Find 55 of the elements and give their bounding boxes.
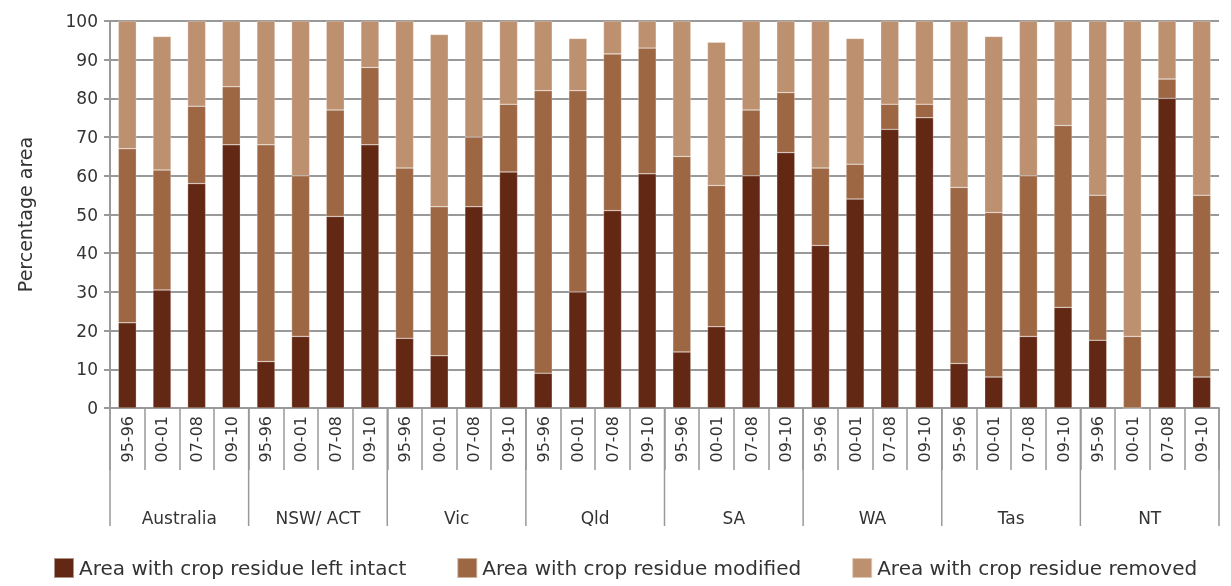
y-tick-label: 30 [76,281,98,302]
y-tick-label: 0 [87,398,98,418]
legend-label: Area with crop residue removed [877,556,1198,580]
x-tick-label: 07-08 [880,416,900,463]
x-tick-label: 07-08 [1157,416,1177,463]
y-tick-label: 80 [76,88,98,109]
x-tick-label: 09-10 [221,416,241,463]
text: WA [858,508,887,528]
x-tick-label: 00-01 [152,416,172,463]
text: Tas [996,508,1025,528]
y-tick-label: 20 [76,320,98,341]
x-tick-label: 00-01 [1122,416,1142,463]
x-tick-label: 95-96 [1088,416,1108,463]
x-tick-label: 09-10 [914,416,934,463]
y-tick-label: 10 [76,359,98,380]
x-tick-label: 00-01 [291,416,311,463]
x-tick-label: 00-01 [429,416,449,463]
text: NSW/ ACT [275,508,362,528]
x-tick-label: 07-08 [325,416,345,463]
text: Vic [443,508,470,528]
x-tick-label: 09-10 [1053,416,1073,463]
y-tick-label: 50 [76,204,98,225]
text: NT [1138,508,1162,528]
x-tick-label: 00-01 [568,416,588,463]
x-tick-label: 07-08 [741,416,761,463]
x-tick-label: 09-10 [1192,416,1212,463]
x-tick-label: 07-08 [603,416,623,463]
text: Australia [141,508,217,528]
x-tick-label: 09-10 [360,416,380,463]
x-tick-label: 95-96 [395,416,415,463]
x-tick-label: 09-10 [499,416,519,463]
x-tick-label: 95-96 [949,416,969,463]
x-tick-label: 07-08 [1018,416,1038,463]
x-tick-label: 00-01 [845,416,865,463]
x-tick-label: 09-10 [776,416,796,463]
text: Qld [580,508,610,528]
x-tick-label: 00-01 [984,416,1004,463]
x-tick-label: 95-96 [810,416,830,463]
text: SA [722,508,746,528]
x-tick-label: 07-08 [464,416,484,463]
y-tick-label: 60 [76,165,98,186]
y-tick-label: 70 [76,127,98,148]
x-tick-label: 09-10 [637,416,657,463]
x-tick-label: 95-96 [117,416,137,463]
legend-label: Area with crop residue left intact [79,556,407,580]
x-tick-label: 95-96 [672,416,692,463]
y-tick-label: 90 [76,49,98,70]
x-tick-label: 95-96 [256,416,276,463]
x-tick-label: 95-96 [533,416,553,463]
y-tick-label: 40 [76,243,98,264]
y-axis-title: Percentage area [13,136,36,293]
x-tick-label: 00-01 [706,416,726,463]
x-tick-label: 07-08 [187,416,207,463]
y-tick-label: 100 [65,11,98,31]
legend-label: Area with crop residue modified [482,556,802,580]
